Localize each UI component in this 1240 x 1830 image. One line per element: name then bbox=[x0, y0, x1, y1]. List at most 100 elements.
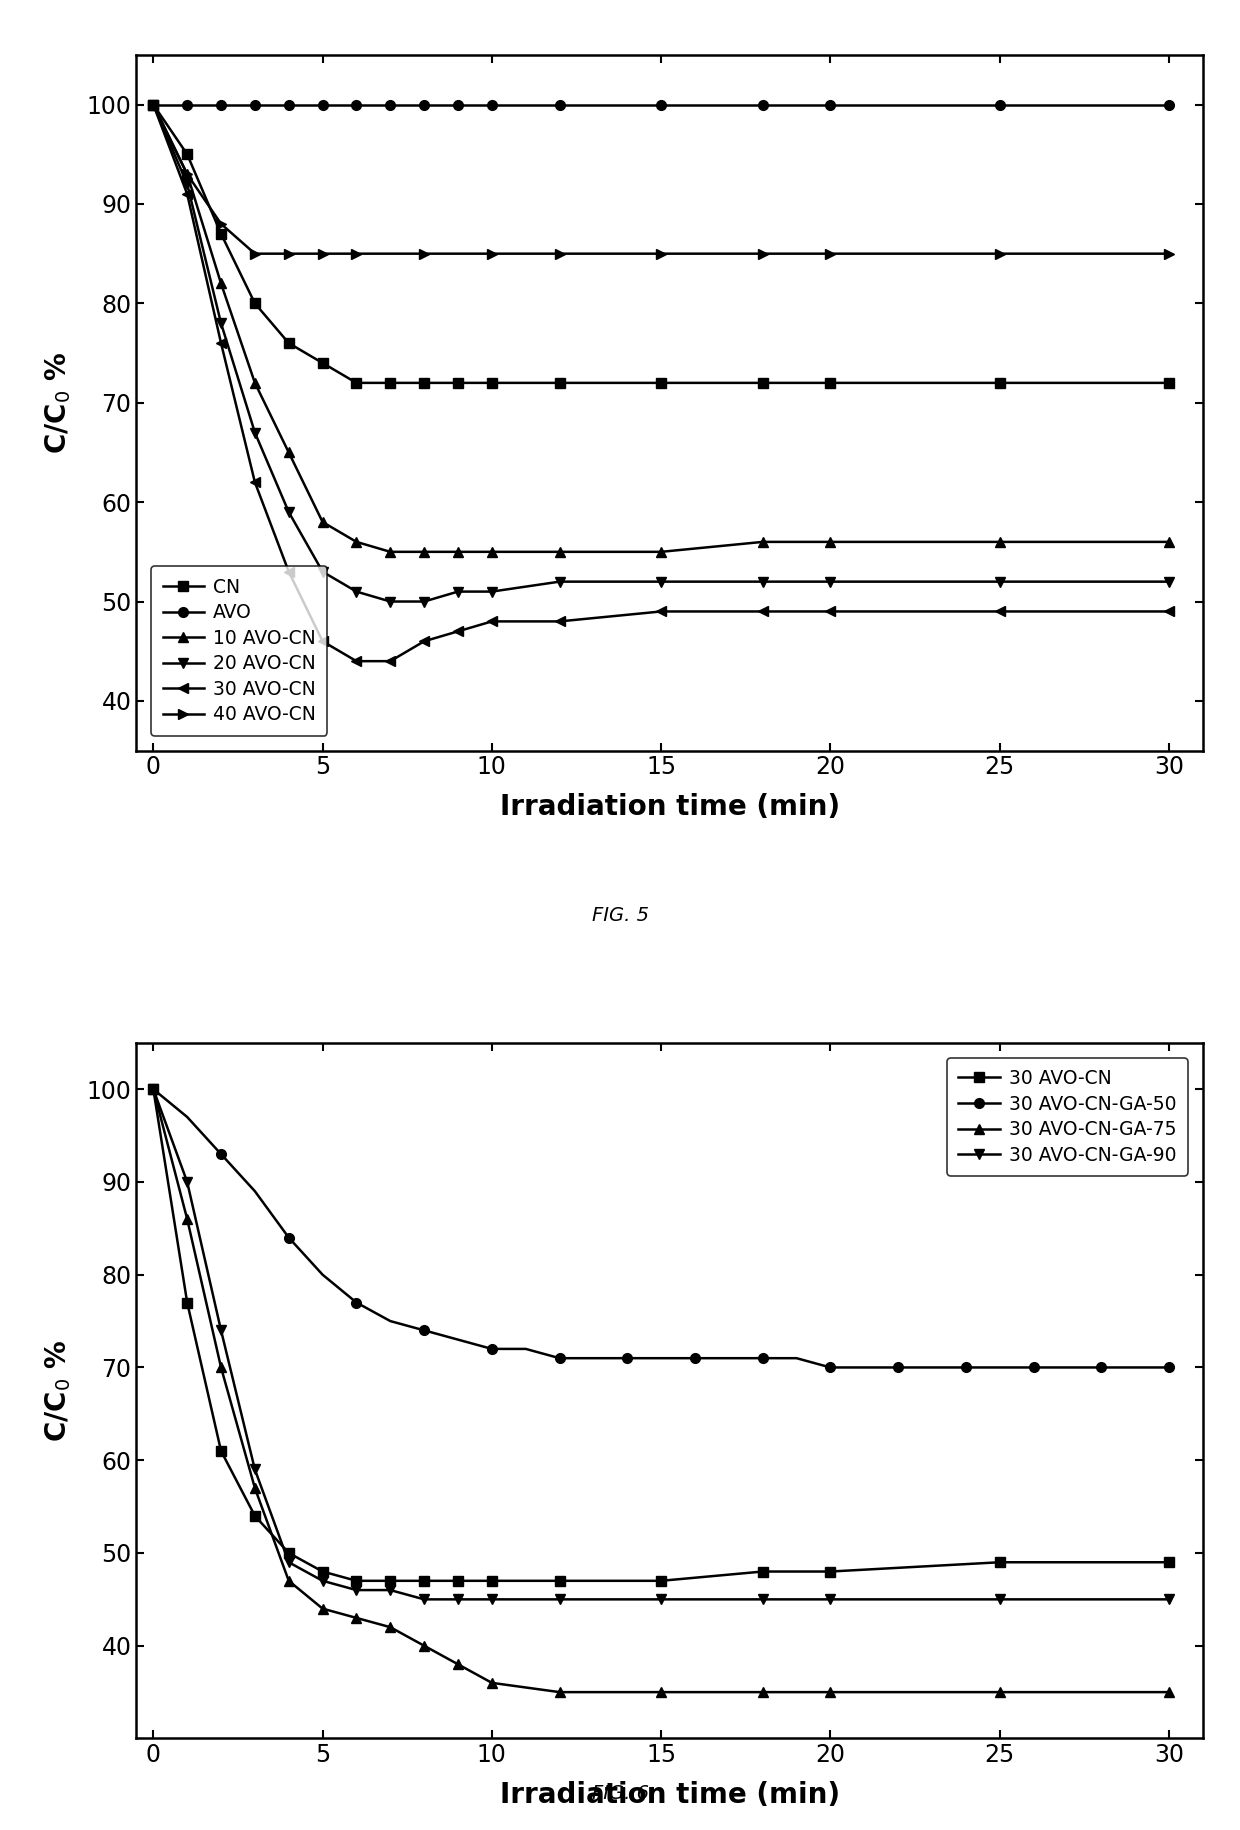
AVO bbox=[383, 93, 398, 115]
10 AVO-CN bbox=[1162, 531, 1177, 553]
10 AVO-CN bbox=[383, 542, 398, 564]
20 AVO-CN bbox=[552, 571, 567, 593]
30 AVO-CN-GA-75 bbox=[450, 1652, 465, 1674]
30 AVO-CN bbox=[281, 1543, 296, 1565]
20 AVO-CN bbox=[417, 591, 432, 613]
20 AVO-CN bbox=[146, 93, 161, 115]
AVO bbox=[146, 93, 161, 115]
CN bbox=[180, 143, 195, 165]
Line: 30 AVO-CN-GA-50: 30 AVO-CN-GA-50 bbox=[149, 1085, 1174, 1372]
X-axis label: Irradiation time (min): Irradiation time (min) bbox=[500, 1781, 839, 1810]
20 AVO-CN bbox=[755, 571, 770, 593]
30 AVO-CN-GA-75 bbox=[146, 1078, 161, 1100]
30 AVO-CN-GA-75 bbox=[552, 1682, 567, 1704]
20 AVO-CN bbox=[348, 580, 363, 602]
10 AVO-CN bbox=[417, 542, 432, 564]
30 AVO-CN-GA-90 bbox=[213, 1319, 228, 1341]
20 AVO-CN bbox=[1162, 571, 1177, 593]
30 AVO-CN-GA-50 bbox=[281, 1226, 296, 1248]
30 AVO-CN-GA-50 bbox=[1060, 1356, 1075, 1378]
30 AVO-CN-GA-75 bbox=[281, 1570, 296, 1592]
30 AVO-CN-GA-75 bbox=[485, 1673, 500, 1695]
30 AVO-CN-GA-50 bbox=[857, 1356, 872, 1378]
40 AVO-CN bbox=[315, 243, 330, 265]
20 AVO-CN bbox=[248, 421, 263, 443]
30 AVO-CN bbox=[213, 331, 228, 353]
30 AVO-CN-GA-50 bbox=[146, 1078, 161, 1100]
40 AVO-CN bbox=[180, 163, 195, 185]
30 AVO-CN bbox=[315, 630, 330, 651]
30 AVO-CN bbox=[383, 1570, 398, 1592]
30 AVO-CN-GA-50 bbox=[450, 1329, 465, 1351]
30 AVO-CN-GA-50 bbox=[755, 1347, 770, 1369]
30 AVO-CN-GA-50 bbox=[1025, 1356, 1040, 1378]
10 AVO-CN bbox=[281, 441, 296, 463]
CN bbox=[213, 223, 228, 245]
30 AVO-CN-GA-90 bbox=[992, 1588, 1007, 1610]
30 AVO-CN-GA-50 bbox=[823, 1356, 838, 1378]
30 AVO-CN-GA-50 bbox=[348, 1292, 363, 1314]
30 AVO-CN-GA-50 bbox=[653, 1347, 668, 1369]
20 AVO-CN bbox=[315, 560, 330, 582]
30 AVO-CN-GA-90 bbox=[450, 1588, 465, 1610]
30 AVO-CN-GA-50 bbox=[485, 1338, 500, 1360]
40 AVO-CN bbox=[1162, 243, 1177, 265]
30 AVO-CN-GA-75 bbox=[823, 1682, 838, 1704]
20 AVO-CN bbox=[450, 580, 465, 602]
30 AVO-CN-GA-50 bbox=[417, 1319, 432, 1341]
CN bbox=[281, 331, 296, 353]
CN bbox=[315, 351, 330, 373]
40 AVO-CN bbox=[281, 243, 296, 265]
30 AVO-CN-GA-90 bbox=[823, 1588, 838, 1610]
Legend: 30 AVO-CN, 30 AVO-CN-GA-50, 30 AVO-CN-GA-75, 30 AVO-CN-GA-90: 30 AVO-CN, 30 AVO-CN-GA-50, 30 AVO-CN-GA… bbox=[947, 1058, 1188, 1177]
30 AVO-CN bbox=[213, 1440, 228, 1462]
30 AVO-CN bbox=[383, 650, 398, 672]
Line: 30 AVO-CN: 30 AVO-CN bbox=[149, 99, 1174, 666]
30 AVO-CN-GA-90 bbox=[383, 1579, 398, 1601]
40 AVO-CN bbox=[823, 243, 838, 265]
30 AVO-CN-GA-90 bbox=[180, 1171, 195, 1193]
30 AVO-CN bbox=[248, 472, 263, 494]
20 AVO-CN bbox=[180, 174, 195, 196]
20 AVO-CN bbox=[281, 501, 296, 523]
AVO bbox=[315, 93, 330, 115]
CN bbox=[146, 93, 161, 115]
Line: 30 AVO-CN-GA-90: 30 AVO-CN-GA-90 bbox=[149, 1085, 1174, 1605]
30 AVO-CN-GA-50 bbox=[1162, 1356, 1177, 1378]
30 AVO-CN bbox=[552, 1570, 567, 1592]
30 AVO-CN-GA-90 bbox=[653, 1588, 668, 1610]
30 AVO-CN bbox=[1162, 600, 1177, 622]
Line: 10 AVO-CN: 10 AVO-CN bbox=[149, 99, 1174, 556]
Y-axis label: C/C$_0$ %: C/C$_0$ % bbox=[43, 351, 73, 454]
30 AVO-CN bbox=[417, 1570, 432, 1592]
10 AVO-CN bbox=[180, 163, 195, 185]
30 AVO-CN-GA-50 bbox=[587, 1347, 601, 1369]
30 AVO-CN bbox=[755, 600, 770, 622]
30 AVO-CN-GA-90 bbox=[348, 1579, 363, 1601]
Line: 30 AVO-CN: 30 AVO-CN bbox=[149, 1085, 1174, 1585]
AVO bbox=[755, 93, 770, 115]
CN bbox=[383, 371, 398, 393]
AVO bbox=[552, 93, 567, 115]
30 AVO-CN bbox=[485, 1570, 500, 1592]
CN bbox=[248, 293, 263, 315]
Text: FIG. 6: FIG. 6 bbox=[591, 1784, 649, 1803]
AVO bbox=[281, 93, 296, 115]
30 AVO-CN-GA-50 bbox=[518, 1338, 533, 1360]
30 AVO-CN-GA-50 bbox=[992, 1356, 1007, 1378]
30 AVO-CN-GA-50 bbox=[552, 1347, 567, 1369]
AVO bbox=[417, 93, 432, 115]
CN bbox=[1162, 371, 1177, 393]
AVO bbox=[653, 93, 668, 115]
30 AVO-CN-GA-75 bbox=[315, 1598, 330, 1620]
30 AVO-CN bbox=[992, 1552, 1007, 1574]
AVO bbox=[248, 93, 263, 115]
AVO bbox=[823, 93, 838, 115]
30 AVO-CN-GA-90 bbox=[755, 1588, 770, 1610]
30 AVO-CN-GA-90 bbox=[552, 1588, 567, 1610]
30 AVO-CN bbox=[823, 600, 838, 622]
Legend: CN, AVO, 10 AVO-CN, 20 AVO-CN, 30 AVO-CN, 40 AVO-CN: CN, AVO, 10 AVO-CN, 20 AVO-CN, 30 AVO-CN… bbox=[151, 565, 327, 736]
30 AVO-CN bbox=[180, 183, 195, 205]
Line: CN: CN bbox=[149, 99, 1174, 388]
Line: 20 AVO-CN: 20 AVO-CN bbox=[149, 99, 1174, 606]
